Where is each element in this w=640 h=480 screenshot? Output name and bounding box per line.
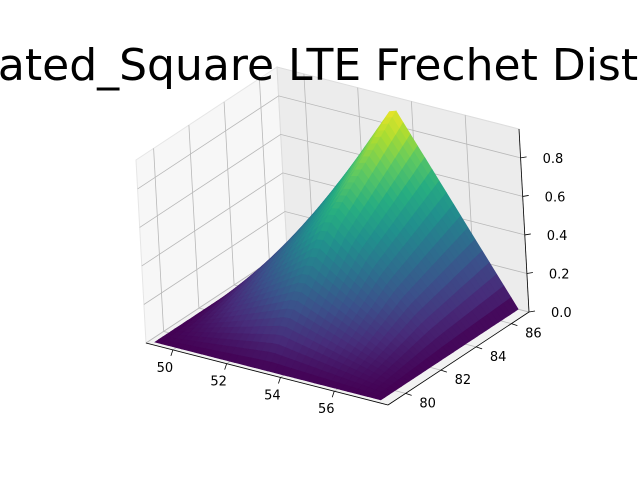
axis-ticks: 50 52 54 56 80 82 84 86 0.0 0.2 0.4 0.6 0.8 (157, 152, 572, 417)
surface-mesh (154, 110, 519, 401)
y-tick-mark (440, 369, 448, 373)
z-tick-label: 0.4 (547, 229, 568, 244)
z-tick-label: 0.0 (551, 306, 572, 321)
z-tick-label: 0.2 (549, 267, 570, 282)
y-tick-label: 82 (455, 373, 472, 388)
x-tick-label: 54 (264, 388, 281, 403)
grid-line-z (139, 133, 523, 228)
x-tick-mark (224, 363, 228, 370)
y-axis-line (387, 311, 530, 406)
y-tick-mark (511, 323, 518, 327)
x-tick-mark (278, 377, 281, 384)
x-tick-label: 56 (318, 402, 335, 417)
y-tick-mark (405, 392, 412, 396)
z-tick-mark (520, 156, 527, 159)
x-tick-mark (170, 349, 174, 357)
z-tick-mark (524, 233, 531, 236)
x-tick-label: 50 (157, 361, 174, 376)
chart-title: ated_Square LTE Frechet Dist (0, 40, 638, 91)
x-tick-mark (331, 391, 335, 398)
z-tick-mark (522, 195, 529, 197)
x-tick-label: 52 (210, 375, 227, 390)
z-tick-mark (526, 272, 533, 274)
y-tick-label: 84 (490, 350, 507, 365)
z-axis-line (518, 128, 530, 313)
surface-patch (373, 394, 386, 401)
y-tick-mark (475, 346, 483, 350)
x-axis-line (145, 342, 389, 406)
y-tick-label: 80 (419, 396, 436, 411)
grid-line-z (137, 95, 521, 190)
z-tick-mark (528, 310, 536, 313)
z-tick-label: 0.6 (545, 190, 566, 205)
z-tick-label: 0.8 (543, 152, 564, 167)
y-tick-label: 86 (525, 327, 542, 342)
